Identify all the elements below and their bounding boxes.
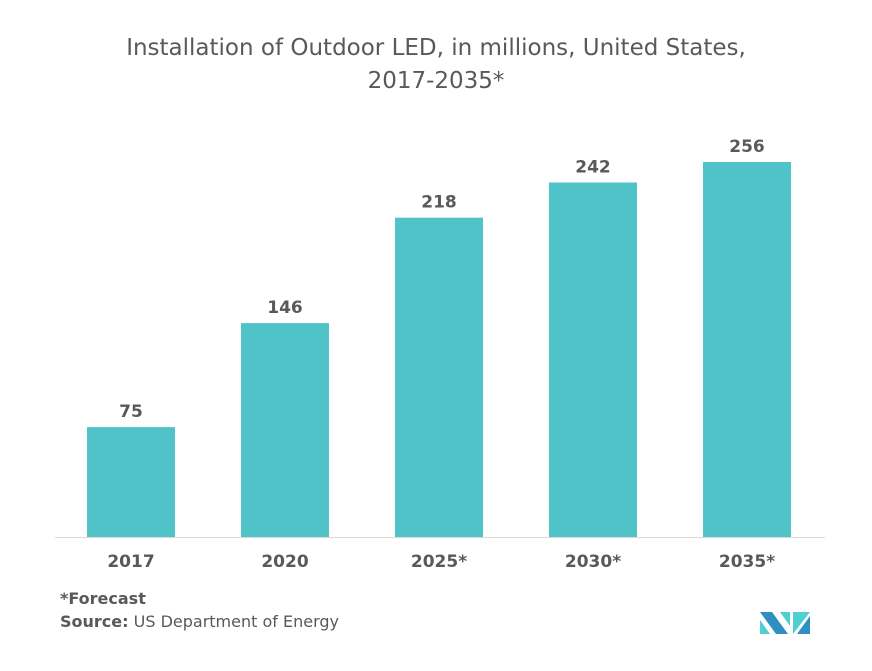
- x-tick-label: 2025*: [411, 552, 467, 572]
- data-label: 218: [421, 193, 457, 213]
- bar-2020: [241, 323, 329, 537]
- bar-2025*: [395, 217, 483, 537]
- bar-2035*: [703, 162, 791, 537]
- company-logo: [760, 612, 810, 634]
- data-label: 256: [729, 137, 765, 157]
- data-label: 146: [267, 298, 303, 318]
- bar-2017: [87, 427, 175, 537]
- data-label: 242: [575, 158, 611, 178]
- data-label: 75: [119, 402, 143, 422]
- chart-title-line-1: Installation of Outdoor LED, in millions…: [126, 35, 746, 61]
- forecast-note: *Forecast: [60, 589, 146, 608]
- chart-title-line-2: 2017-2035*: [367, 68, 505, 94]
- x-tick-label: 2030*: [565, 552, 621, 572]
- bar-2030*: [549, 182, 637, 537]
- source-text: US Department of Energy: [133, 612, 340, 631]
- x-tick-label: 2035*: [719, 552, 775, 572]
- source-line: Source: US Department of Energy: [60, 612, 339, 631]
- chart-title: Installation of Outdoor LED, in millions…: [0, 32, 872, 98]
- x-tick-label: 2020: [261, 552, 308, 572]
- x-tick-label: 2017: [107, 552, 154, 572]
- source-label: Source:: [60, 612, 129, 631]
